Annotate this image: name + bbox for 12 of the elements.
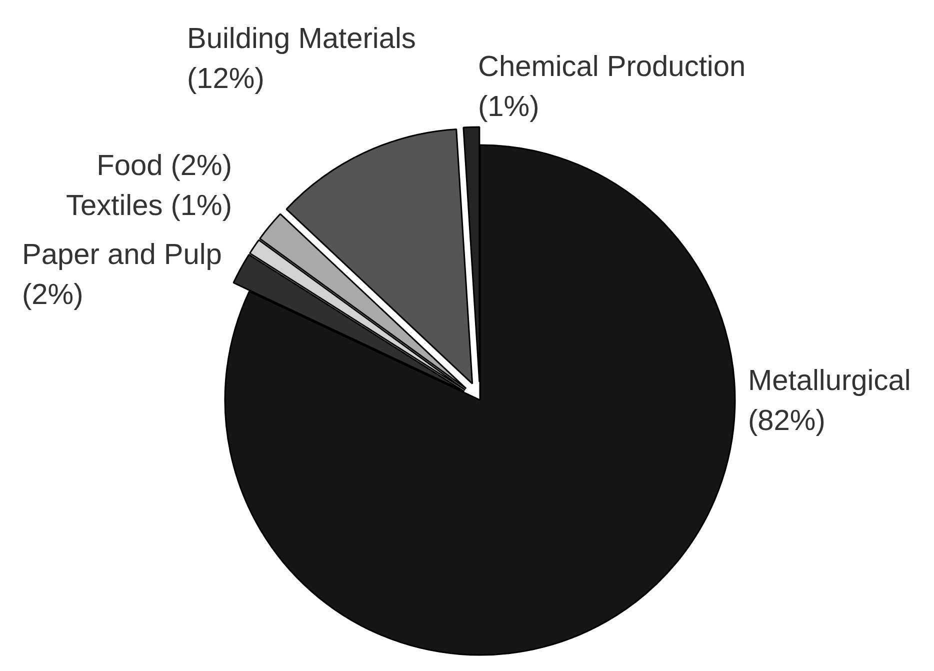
data-label: (2%) bbox=[170, 150, 232, 182]
slice-label: Textiles bbox=[66, 190, 163, 222]
data-label: (2%) bbox=[22, 279, 84, 311]
slice-label: Building Materials bbox=[187, 23, 416, 55]
slice-label: Paper and Pulp bbox=[22, 239, 222, 271]
slice-label: Chemical Production bbox=[478, 51, 746, 83]
slice-label: Metallurgical bbox=[748, 365, 911, 397]
data-label: (1%) bbox=[170, 190, 232, 222]
slice-label: Food bbox=[96, 150, 163, 182]
data-label: (1%) bbox=[478, 91, 540, 123]
data-label: (12%) bbox=[187, 63, 264, 95]
data-label: (82%) bbox=[748, 405, 826, 437]
